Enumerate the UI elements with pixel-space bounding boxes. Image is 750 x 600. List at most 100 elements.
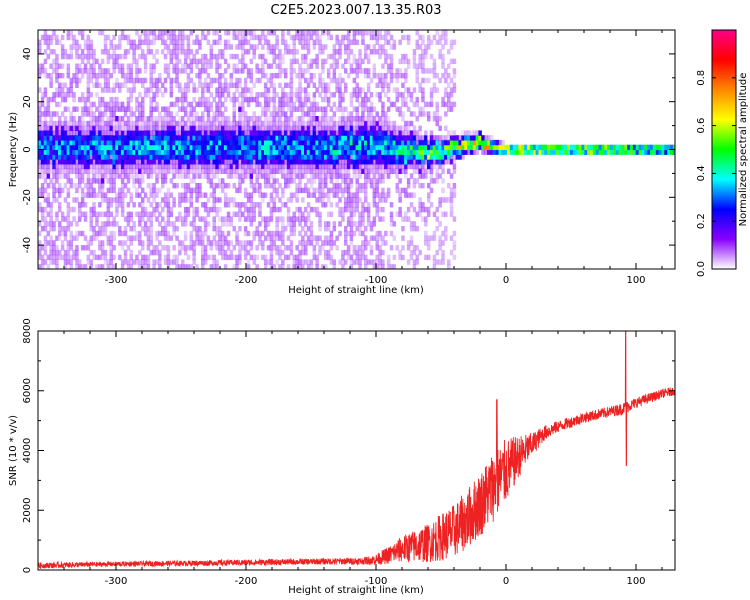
- heatmap-cell: [75, 173, 79, 179]
- heatmap-cell: [409, 92, 414, 98]
- heatmap-cell: [109, 116, 113, 122]
- heatmap-cell: [178, 130, 182, 136]
- heatmap-cell: [218, 116, 222, 122]
- heatmap-cell: [298, 106, 302, 112]
- heatmap-cell: [243, 245, 248, 251]
- heatmap-cell: [86, 58, 91, 65]
- heatmap-cell: [412, 87, 417, 93]
- heatmap-cell: [326, 73, 331, 79]
- heatmap-cell: [223, 58, 228, 65]
- heatmap-cell: [232, 202, 236, 208]
- heatmap-cell: [341, 39, 345, 45]
- heatmap-cell: [361, 58, 365, 65]
- heatmap-cell: [49, 120, 53, 127]
- heatmap-cell: [292, 192, 296, 198]
- heatmap-cell: [195, 101, 199, 108]
- heatmap-cell: [100, 73, 105, 79]
- heatmap-cell: [249, 197, 254, 203]
- heatmap-cell: [172, 120, 176, 127]
- heatmap-cell: [201, 53, 205, 60]
- heatmap-cell: [255, 168, 259, 174]
- heatmap-cell: [155, 58, 159, 65]
- heatmap-cell: [69, 178, 73, 184]
- heatmap-cell: [132, 130, 136, 136]
- heatmap-cell: [195, 240, 199, 246]
- heatmap-cell: [384, 39, 388, 45]
- heatmap-cell: [129, 73, 133, 79]
- heatmap-cell: [209, 77, 214, 84]
- heatmap-cell: [155, 116, 159, 122]
- heatmap-cell: [355, 130, 359, 136]
- heatmap-cell: [252, 34, 256, 41]
- heatmap-cell: [324, 149, 328, 155]
- heatmap-cell: [246, 39, 251, 45]
- heatmap-cell: [95, 144, 99, 151]
- heatmap-cell: [326, 240, 331, 246]
- heatmap-cell: [69, 125, 73, 131]
- heatmap-cell: [218, 245, 222, 251]
- heatmap-cell: [306, 168, 311, 174]
- heatmap-cell: [129, 135, 133, 141]
- heatmap-cell: [89, 106, 93, 112]
- heatmap-cell: [178, 245, 182, 251]
- heatmap-cell: [189, 135, 194, 141]
- heatmap-cell: [152, 77, 156, 84]
- heatmap-cell: [209, 192, 214, 198]
- heatmap-cell: [286, 154, 291, 160]
- heatmap-cell: [644, 149, 648, 155]
- heatmap-cell: [166, 163, 171, 170]
- heatmap-cell: [103, 254, 108, 261]
- heatmap-cell: [272, 144, 276, 151]
- heatmap-cell: [181, 92, 185, 98]
- heatmap-cell: [46, 192, 51, 198]
- heatmap-cell: [43, 245, 48, 251]
- heatmap-cell: [295, 58, 299, 65]
- heatmap-cell: [229, 149, 234, 155]
- heatmap-cell: [487, 139, 491, 146]
- heatmap-cell: [429, 173, 434, 179]
- heatmap-cell: [186, 245, 191, 251]
- heatmap-cell: [312, 245, 317, 251]
- heatmap-cell: [141, 49, 145, 55]
- heatmap-cell: [329, 202, 334, 208]
- heatmap-cell: [138, 111, 142, 117]
- heatmap-cell: [392, 264, 397, 269]
- heatmap-cell: [66, 187, 71, 194]
- heatmap-cell: [175, 135, 179, 141]
- heatmap-cell: [169, 39, 174, 45]
- heatmap-cell: [106, 159, 111, 165]
- heatmap-cell: [401, 96, 405, 103]
- heatmap-cell: [304, 120, 308, 127]
- heatmap-cell: [223, 30, 228, 36]
- heatmap-cell: [272, 96, 276, 103]
- heatmap-cell: [100, 197, 105, 203]
- heatmap-cell: [384, 130, 388, 136]
- heatmap-cell: [60, 53, 65, 60]
- heatmap-cell: [100, 187, 105, 194]
- heatmap-cell: [92, 178, 96, 184]
- heatmap-cell: [441, 163, 445, 170]
- heatmap-cell: [169, 159, 174, 165]
- heatmap-cell: [120, 34, 125, 41]
- heatmap-cell: [504, 149, 508, 155]
- heatmap-cell: [292, 144, 296, 151]
- heatmap-cell: [75, 197, 79, 203]
- heatmap-cell: [444, 34, 448, 41]
- heatmap-cell: [143, 230, 148, 237]
- heatmap-cell: [352, 168, 357, 174]
- heatmap-cell: [301, 240, 305, 246]
- heatmap-cell: [281, 144, 285, 151]
- heatmap-cell: [86, 154, 91, 160]
- heatmap-cell: [92, 130, 96, 136]
- heatmap-cell: [75, 254, 79, 261]
- heatmap-cell: [621, 149, 625, 155]
- heatmap-cell: [424, 144, 428, 151]
- heatmap-cell: [447, 73, 451, 79]
- heatmap-cell: [86, 49, 91, 55]
- heatmap-cell: [421, 206, 425, 213]
- heatmap-cell: [429, 149, 434, 155]
- heatmap-cell: [306, 96, 311, 103]
- heatmap-cell: [106, 149, 111, 155]
- heatmap-cell: [515, 144, 520, 151]
- heatmap-cell: [135, 192, 139, 198]
